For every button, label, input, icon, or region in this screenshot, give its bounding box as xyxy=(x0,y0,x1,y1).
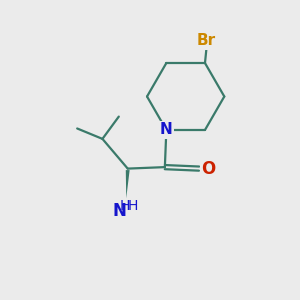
Text: N: N xyxy=(160,122,173,137)
Text: N: N xyxy=(113,202,127,220)
Text: Br: Br xyxy=(197,33,216,48)
Text: H: H xyxy=(119,199,130,213)
Text: O: O xyxy=(201,160,216,178)
Polygon shape xyxy=(126,170,130,198)
Text: H: H xyxy=(128,199,138,213)
